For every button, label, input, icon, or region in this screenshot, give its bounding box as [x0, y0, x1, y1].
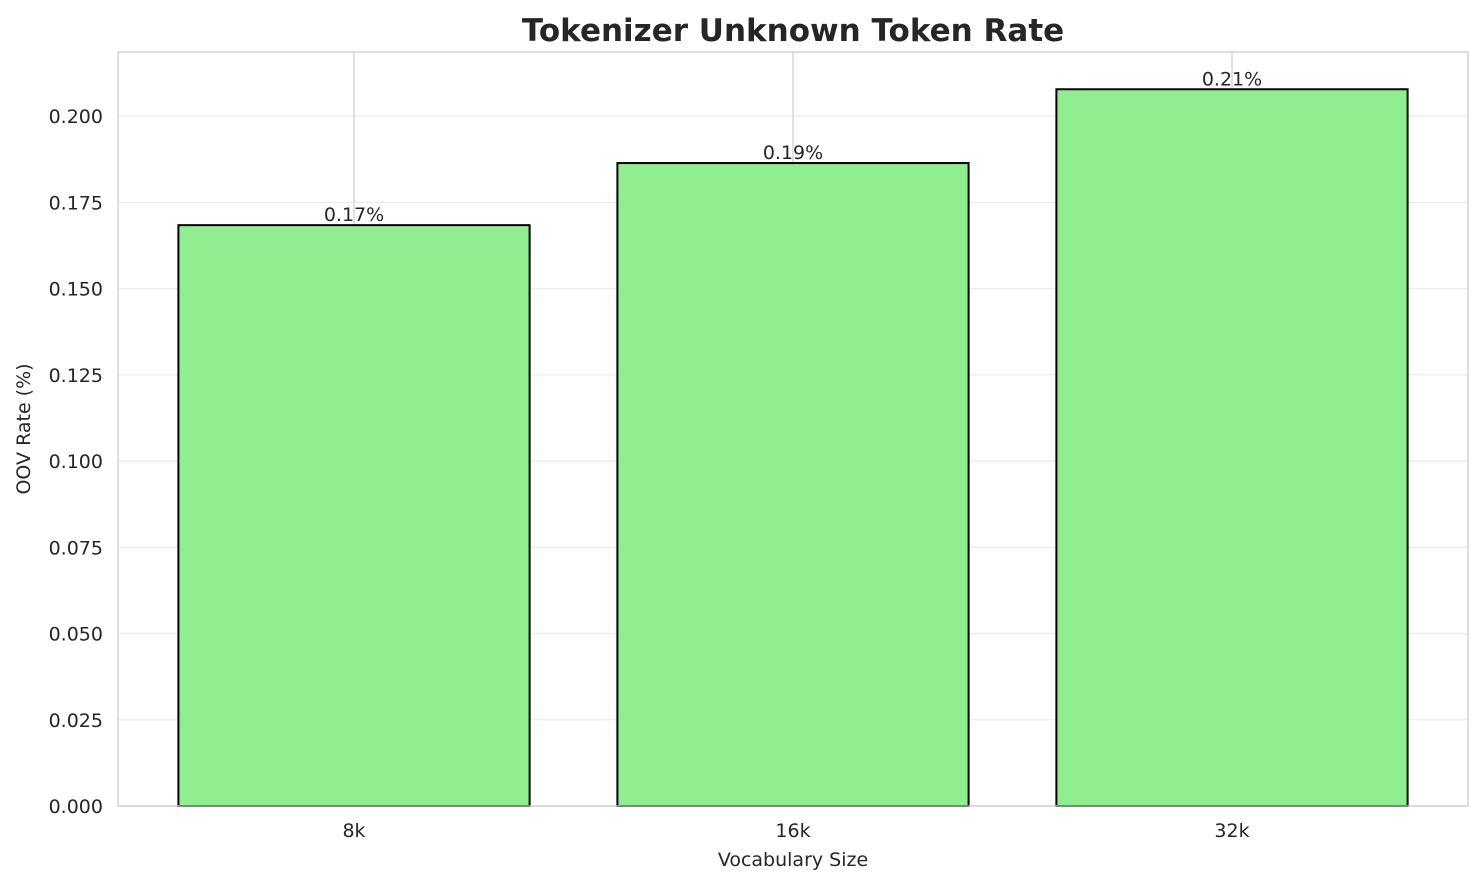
y-tick-label: 0.050: [49, 624, 103, 646]
data-label: 0.17%: [324, 204, 384, 226]
data-label: 0.19%: [763, 142, 823, 164]
chart-title: Tokenizer Unknown Token Rate: [522, 13, 1064, 49]
x-axis-label: Vocabulary Size: [718, 849, 868, 871]
y-axis-label: OOV Rate (%): [13, 363, 35, 494]
bars: [177, 88, 1409, 808]
x-tick-label: 32k: [1214, 820, 1249, 842]
data-label: 0.21%: [1202, 68, 1262, 90]
y-tick-label: 0.000: [49, 796, 103, 818]
data-labels: 0.17% 0.19% 0.21%: [324, 68, 1262, 226]
y-tick-label: 0.175: [49, 192, 103, 214]
y-tick-label: 0.200: [49, 106, 103, 128]
y-tick-label: 0.125: [49, 365, 103, 387]
bar: [177, 224, 531, 808]
bar: [616, 162, 970, 808]
axes-frame: [117, 51, 1469, 807]
y-axis-ticks: 0.000 0.025 0.050 0.075 0.100 0.125 0.150 0.175…: [49, 106, 103, 818]
x-tick-label: 8k: [342, 820, 365, 842]
x-axis-ticks: 8k 16k 32k: [342, 820, 1249, 842]
y-tick-label: 0.150: [49, 279, 103, 301]
y-tick-label: 0.075: [49, 537, 103, 559]
y-tick-label: 0.100: [49, 451, 103, 473]
bar: [1055, 88, 1409, 808]
y-tick-label: 0.025: [49, 710, 103, 732]
x-tick-label: 16k: [775, 820, 810, 842]
